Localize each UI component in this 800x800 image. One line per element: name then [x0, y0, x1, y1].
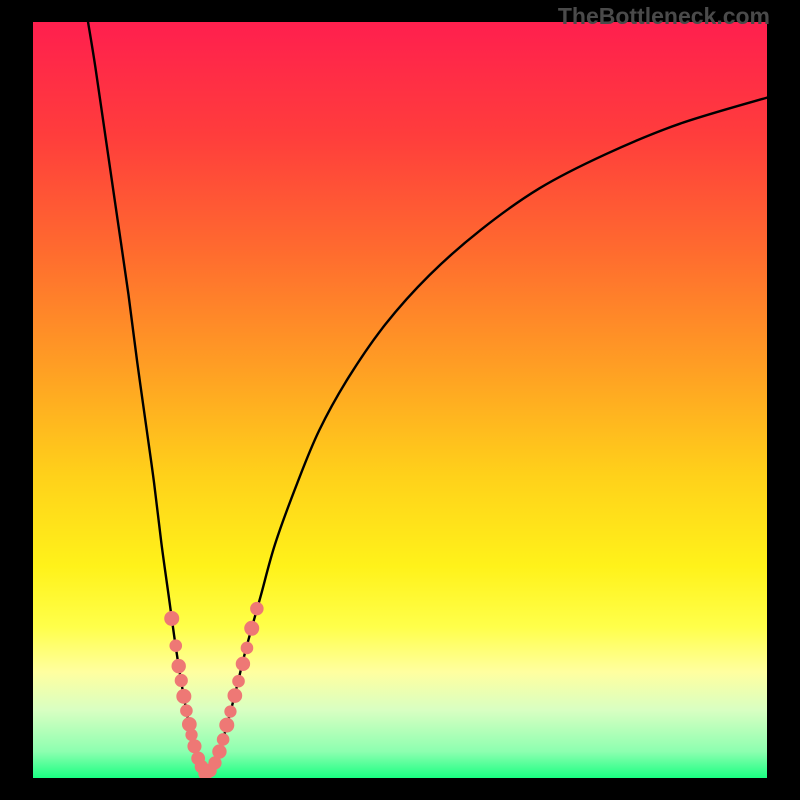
watermark-text: TheBottleneck.com: [558, 3, 770, 30]
plot-area: [33, 22, 767, 778]
bottleneck-chart: TheBottleneck.com: [0, 0, 800, 800]
gradient-background: [33, 22, 767, 778]
